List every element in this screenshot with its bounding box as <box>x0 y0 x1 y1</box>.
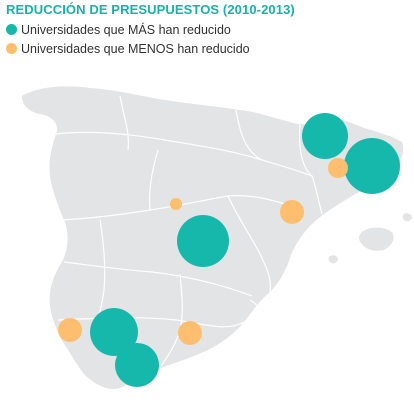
bubble-tarragona <box>328 158 348 178</box>
legend-dot-more <box>6 24 17 35</box>
region-border <box>119 95 129 151</box>
bubble-layer <box>58 113 400 387</box>
region-border <box>227 195 271 293</box>
region-border <box>57 317 245 328</box>
region-border <box>63 261 253 297</box>
region-border <box>148 149 159 211</box>
legend-item-more: Universidades que MÁS han reducido <box>6 20 250 39</box>
ibiza-island <box>328 255 338 264</box>
legend-item-less: Universidades que MENOS han reducido <box>6 39 250 58</box>
legend: Universidades que MÁS han reducido Unive… <box>6 20 250 58</box>
menorca-island <box>402 213 412 222</box>
bubble-huelva <box>58 318 82 342</box>
region-border <box>249 299 264 327</box>
region-border <box>61 195 293 221</box>
mallorca-island <box>359 227 394 251</box>
chart-title: REDUCCIÓN DE PRESUPUESTOS (2010-2013) <box>6 2 295 17</box>
legend-dot-less <box>6 43 17 54</box>
region-border <box>298 123 323 215</box>
bubble-barcelona <box>344 138 400 194</box>
bubble-granada <box>178 321 202 345</box>
bubble-madrid <box>177 215 229 267</box>
legend-label-less: Universidades que MENOS han reducido <box>21 41 250 56</box>
bubble-sevilla <box>90 308 138 356</box>
bubble-cataluña-norte <box>302 113 348 159</box>
region-border <box>55 131 313 177</box>
bubble-castilla-norte <box>170 198 182 210</box>
legend-label-more: Universidades que MÁS han reducido <box>21 22 231 37</box>
bubble-valencia <box>280 200 304 224</box>
bubble-cádiz <box>115 343 159 387</box>
region-border <box>235 109 263 161</box>
